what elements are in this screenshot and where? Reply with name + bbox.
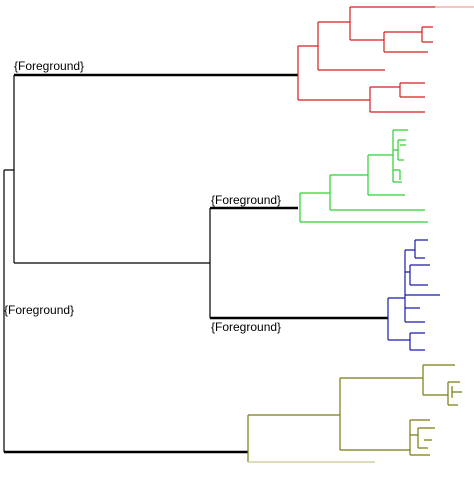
branch xyxy=(247,364,462,462)
branch-label: {Foreground} xyxy=(14,59,84,73)
green-clade xyxy=(299,129,428,223)
branch xyxy=(3,75,211,452)
foreground-branch xyxy=(4,73,388,454)
branch-label: {Foreground} xyxy=(211,193,281,207)
red-clade xyxy=(297,6,474,113)
branch-label: {Foreground} xyxy=(211,320,281,334)
branch xyxy=(299,129,428,223)
backbone xyxy=(3,73,388,454)
branch xyxy=(387,239,440,351)
branch-label: {Foreground} xyxy=(4,303,74,317)
olive-clade xyxy=(247,364,462,463)
blue-clade xyxy=(387,239,440,351)
branch xyxy=(297,6,435,113)
